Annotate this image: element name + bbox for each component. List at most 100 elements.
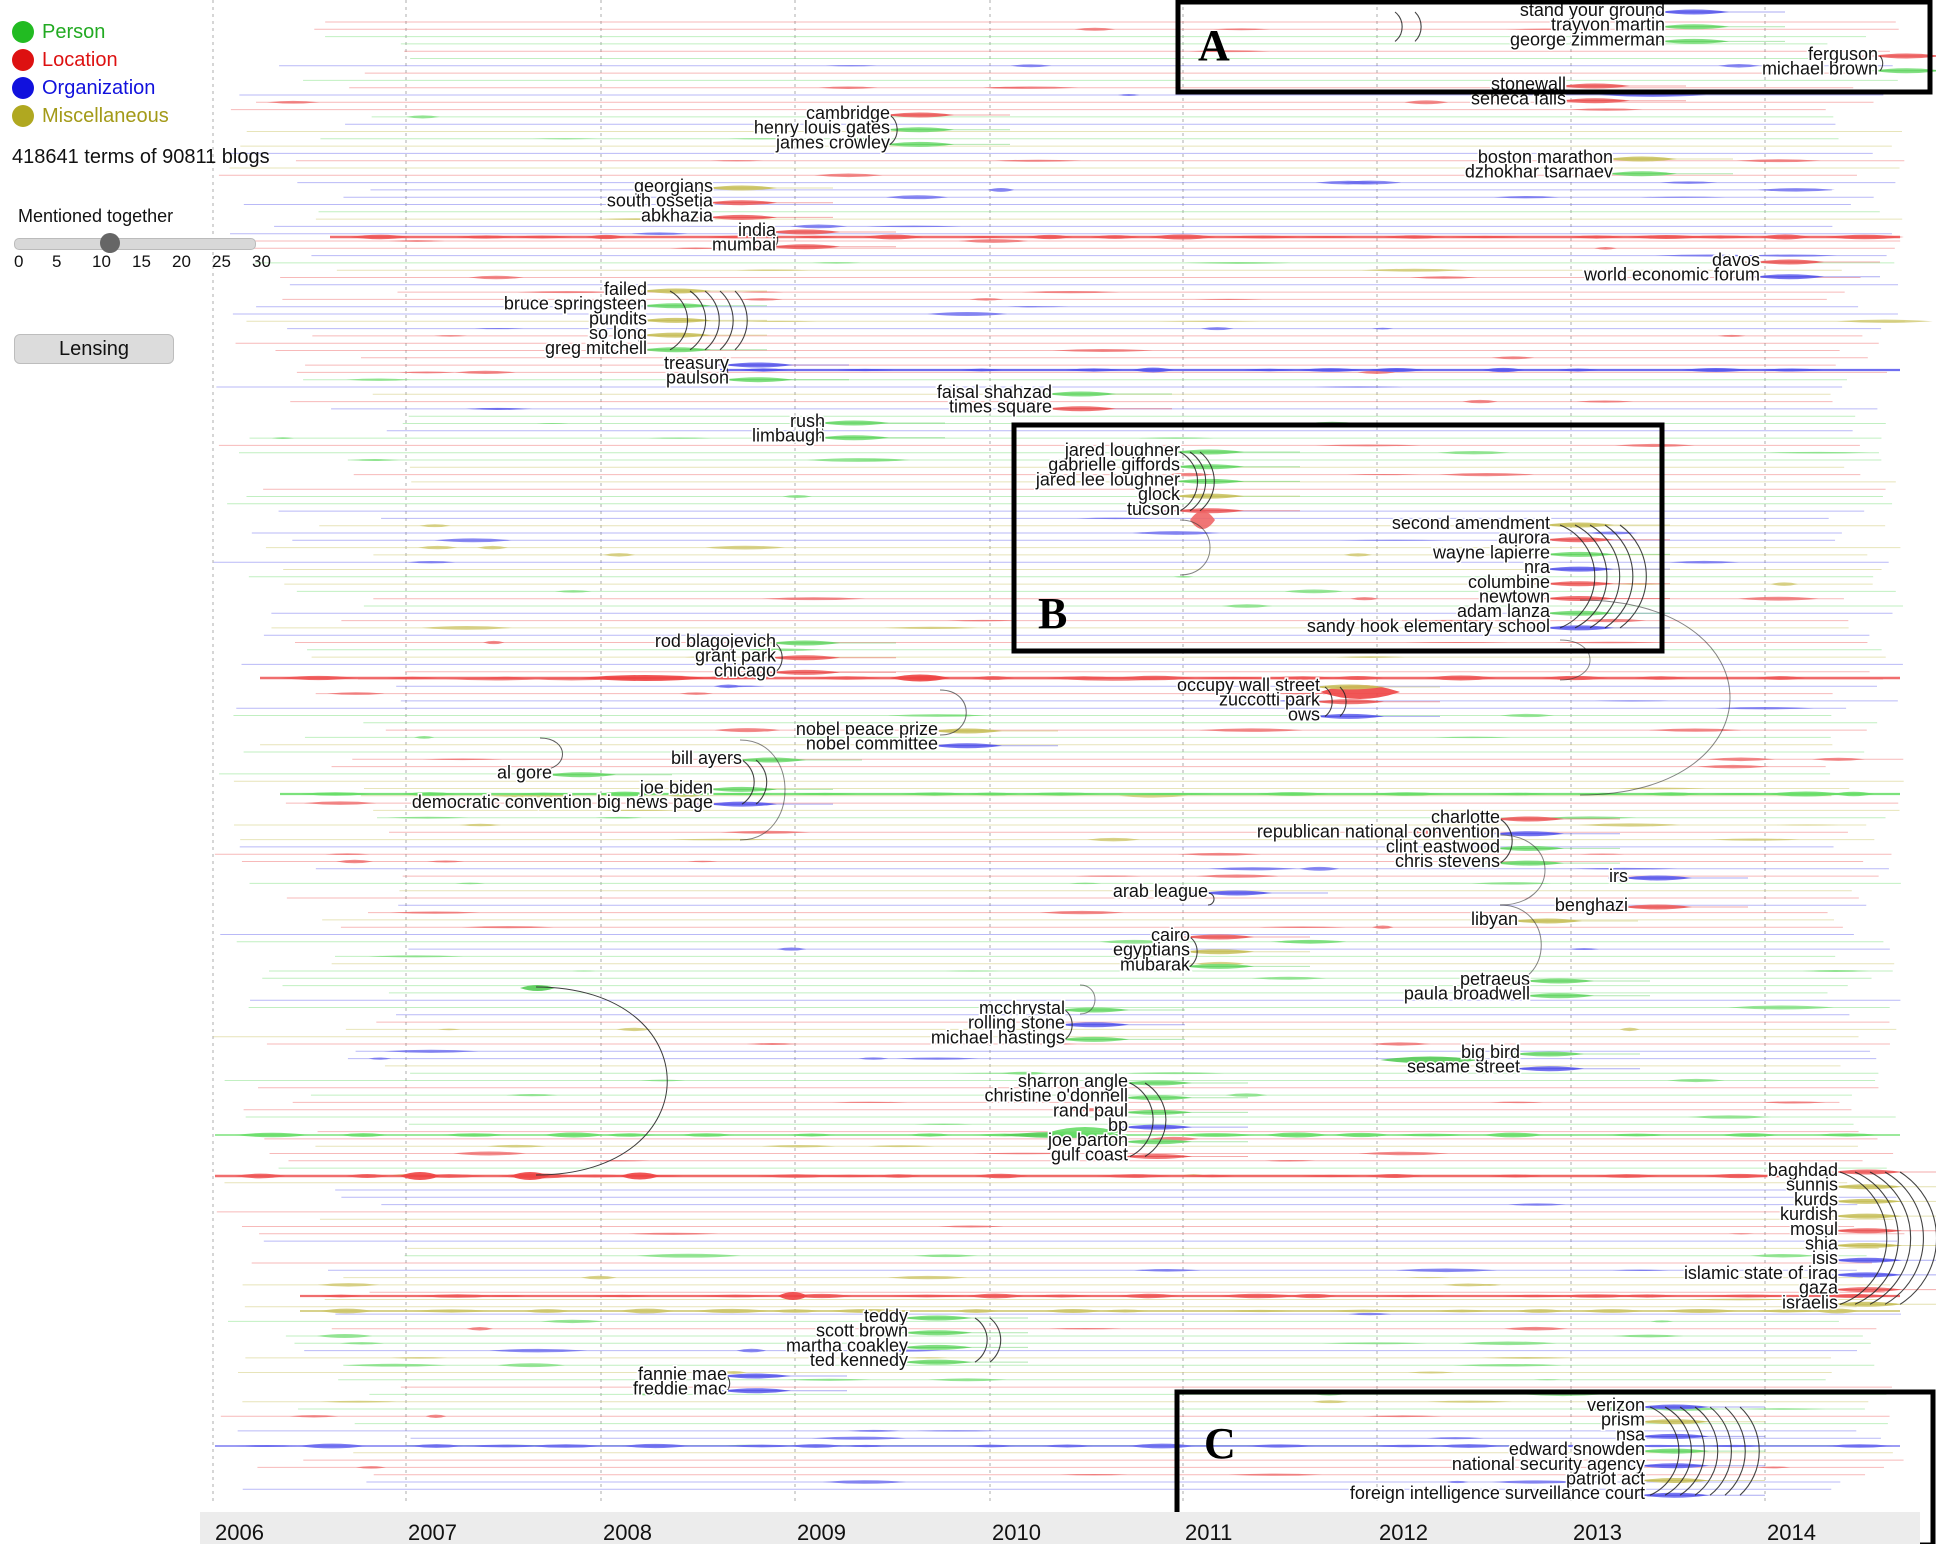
term-label[interactable]: paula broadwell xyxy=(1402,982,1531,1005)
term-label[interactable]: libyan xyxy=(1469,908,1519,931)
term-label[interactable]: jared loughner xyxy=(1062,439,1181,462)
term-label[interactable]: trayvon martin xyxy=(1549,13,1666,36)
term-label[interactable]: failed xyxy=(602,278,648,301)
term-label[interactable]: mubarak xyxy=(1118,953,1192,976)
term-label[interactable]: rand paul xyxy=(1051,1099,1129,1122)
term-label[interactable]: teddy xyxy=(862,1305,909,1328)
term-label[interactable]: scott brown xyxy=(814,1319,909,1342)
term-label[interactable]: nobel peace prize xyxy=(794,718,939,741)
legend-item-location[interactable]: Location xyxy=(12,46,169,74)
term-label[interactable]: joe barton xyxy=(1045,1128,1129,1151)
term-label[interactable]: zuccotti park xyxy=(1217,688,1322,711)
term-label[interactable]: tucson xyxy=(1125,497,1181,520)
term-label[interactable]: aurora xyxy=(1496,526,1552,549)
term-label[interactable]: prism xyxy=(1600,1408,1647,1431)
term-label[interactable]: abkhazia xyxy=(639,204,715,227)
term-label[interactable]: al gore xyxy=(495,761,553,784)
term-label[interactable]: sandy hook elementary school xyxy=(1305,614,1551,637)
term-label[interactable]: sesame street xyxy=(1405,1055,1521,1078)
term-label[interactable]: kurds xyxy=(1792,1188,1839,1211)
term-label[interactable]: michael brown xyxy=(1760,57,1879,80)
term-label[interactable]: nsa xyxy=(1614,1423,1647,1446)
term-label[interactable]: shia xyxy=(1803,1232,1840,1255)
term-label[interactable]: islamic state of iraq xyxy=(1682,1261,1839,1284)
legend-item-person[interactable]: Person xyxy=(12,18,169,46)
term-label[interactable]: mumbai xyxy=(710,233,777,256)
term-label[interactable]: christine o'donnell xyxy=(983,1084,1130,1107)
term-label[interactable]: bill ayers xyxy=(669,747,743,770)
term-label[interactable]: times square xyxy=(947,395,1053,418)
term-label[interactable]: sharron angle xyxy=(1016,1070,1129,1093)
term-label[interactable]: george zimmerman xyxy=(1508,28,1666,51)
term-label[interactable]: nra xyxy=(1522,556,1552,579)
term-label[interactable]: martha coakley xyxy=(784,1334,909,1357)
term-label[interactable]: joe biden xyxy=(637,776,714,799)
term-label[interactable]: greg mitchell xyxy=(543,336,648,359)
term-label[interactable]: egyptians xyxy=(1111,938,1191,961)
term-label[interactable]: stand your ground xyxy=(1518,0,1666,22)
term-label[interactable]: big bird xyxy=(1459,1041,1521,1064)
term-label[interactable]: freddie mac xyxy=(631,1377,728,1400)
term-label[interactable]: india xyxy=(736,219,778,242)
term-label[interactable]: davos xyxy=(1710,249,1761,272)
term-label[interactable]: isis xyxy=(1811,1247,1840,1270)
lensing-button[interactable]: Lensing xyxy=(14,334,174,364)
term-label[interactable]: dzhokhar tsarnaev xyxy=(1463,160,1614,183)
term-label[interactable]: chicago xyxy=(712,659,777,682)
term-label[interactable]: benghazi xyxy=(1553,894,1629,917)
term-label[interactable]: so long xyxy=(587,322,648,345)
legend-item-organization[interactable]: Organization xyxy=(12,74,169,102)
term-label[interactable]: world economic forum xyxy=(1581,263,1761,286)
term-label[interactable]: pundits xyxy=(587,307,648,330)
term-label[interactable]: henry louis gates xyxy=(752,116,891,139)
term-label[interactable]: verizon xyxy=(1585,1394,1646,1417)
mentioned-together-slider-track[interactable] xyxy=(14,238,256,250)
term-label[interactable]: limbaugh xyxy=(750,424,826,447)
term-label[interactable]: irs xyxy=(1608,865,1630,888)
term-label[interactable]: treasury xyxy=(662,352,730,375)
term-label[interactable]: baghdad xyxy=(1766,1159,1839,1182)
term-label[interactable]: boston marathon xyxy=(1476,146,1614,169)
term-label[interactable]: clint eastwood xyxy=(1384,835,1501,858)
term-label[interactable]: occupy wall street xyxy=(1175,674,1321,697)
term-label[interactable]: national security agency xyxy=(1450,1452,1646,1475)
term-label[interactable]: rod blagojevich xyxy=(653,630,777,653)
term-label[interactable]: cambridge xyxy=(804,102,891,125)
term-label[interactable]: paulson xyxy=(664,366,730,389)
term-label[interactable]: republican national convention xyxy=(1255,820,1501,843)
slider-thumb-handle[interactable] xyxy=(100,233,120,253)
term-label[interactable]: ted kennedy xyxy=(808,1349,909,1372)
term-label[interactable]: patriot act xyxy=(1564,1467,1646,1490)
term-label[interactable]: mosul xyxy=(1788,1217,1839,1240)
term-label[interactable]: sunnis xyxy=(1784,1173,1839,1196)
term-label[interactable]: south ossetia xyxy=(605,189,715,212)
term-label[interactable]: faisal shahzad xyxy=(935,381,1053,404)
term-label[interactable]: cairo xyxy=(1149,924,1191,947)
term-label[interactable]: columbine xyxy=(1466,570,1551,593)
term-label[interactable]: israelis xyxy=(1780,1291,1839,1314)
term-label[interactable]: ferguson xyxy=(1806,43,1879,66)
term-label[interactable]: rush xyxy=(788,410,826,433)
term-label[interactable]: charlotte xyxy=(1429,806,1501,829)
term-label[interactable]: arab league xyxy=(1111,880,1209,903)
term-label[interactable]: james crowley xyxy=(773,131,891,154)
term-label[interactable]: second amendment xyxy=(1390,512,1551,535)
term-label[interactable]: bruce springsteen xyxy=(502,292,648,315)
term-label[interactable]: gabrielle giffords xyxy=(1047,453,1182,476)
term-label[interactable]: jared lee loughner xyxy=(1033,468,1181,491)
term-label[interactable]: gulf coast xyxy=(1049,1143,1129,1166)
term-label[interactable]: gaza xyxy=(1797,1276,1840,1299)
term-label[interactable]: michael hastings xyxy=(929,1026,1066,1049)
term-label[interactable]: petraeus xyxy=(1458,968,1531,991)
term-label[interactable]: rolling stone xyxy=(966,1011,1066,1034)
term-label[interactable]: glock xyxy=(1136,483,1182,506)
term-label[interactable]: newtown xyxy=(1477,585,1551,608)
term-label[interactable]: ows xyxy=(1286,703,1321,726)
term-label[interactable]: kurdish xyxy=(1778,1203,1839,1226)
term-label[interactable]: bp xyxy=(1106,1114,1129,1137)
term-label[interactable]: adam lanza xyxy=(1455,600,1552,623)
legend-item-miscellaneous[interactable]: Miscellaneous xyxy=(12,102,169,130)
term-label[interactable]: grant park xyxy=(693,644,778,667)
term-label[interactable]: democratic convention big news page xyxy=(410,791,714,814)
